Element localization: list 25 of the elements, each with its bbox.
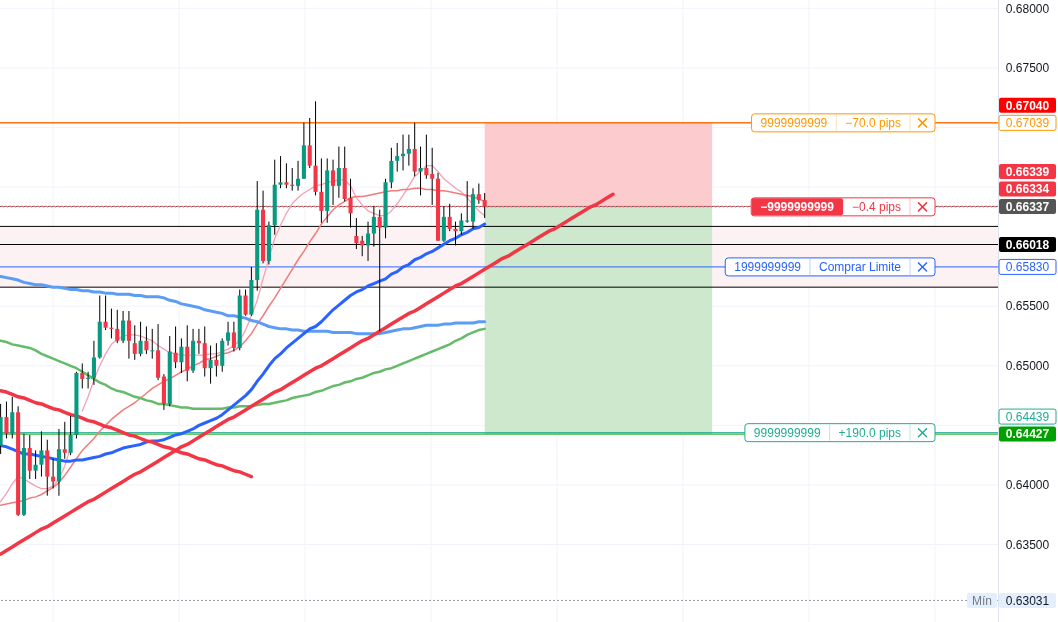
annotation: −70.0 pips (845, 116, 901, 131)
y-tick-label: 0.65000 (1005, 359, 1050, 374)
annotation: 1999999999 (734, 260, 802, 275)
y-tick-label: 0.67500 (1005, 61, 1050, 76)
ref-line-label: 0.67039 (1005, 116, 1050, 131)
ref-line-label: 0.64439 (1005, 409, 1050, 424)
ref-line-label: 0.65830 (1005, 260, 1050, 275)
ref-line-label: 0.66339 (1005, 164, 1050, 179)
annotation: −9999999999 (760, 200, 835, 215)
annotation: Comprar Limite (818, 260, 902, 275)
annotation: Mín (971, 593, 993, 608)
legend-label: 0.66334 (1005, 182, 1050, 197)
annotation: 9999999999 (753, 425, 821, 440)
annotation: +190.0 pips (838, 425, 901, 440)
ref-line-label: 0.64427 (1005, 427, 1050, 442)
ref-line-label: 0.66337 (1005, 199, 1050, 214)
y-tick-label: 0.65500 (1005, 299, 1050, 314)
annotation: 9999999999 (760, 116, 828, 131)
ref-line-label: 0.66018 (1005, 237, 1050, 252)
y-tick-label: 0.63500 (1005, 537, 1050, 552)
ref-line-label: 0.67040 (1005, 98, 1050, 113)
y-tick-label: 0.68000 (1005, 1, 1050, 16)
annotation: −0.4 pips (851, 200, 901, 215)
y-tick-label: 0.64000 (1005, 478, 1050, 493)
ref-line-label: 0.63031 (1005, 593, 1050, 608)
